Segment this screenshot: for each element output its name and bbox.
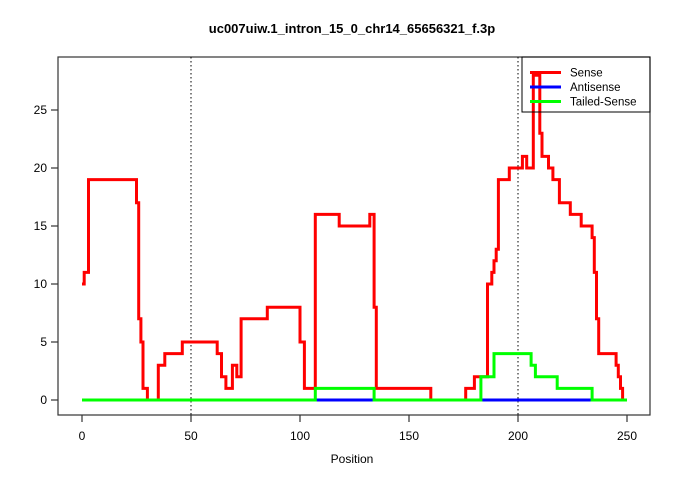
y-tick-label: 5 [40, 335, 47, 349]
y-tick-label: 10 [34, 277, 48, 291]
chart-title: uc007uiw.1_intron_15_0_chr14_65656321_f.… [209, 21, 495, 36]
x-axis-ticks: 0 50 100 150 200 250 [79, 415, 637, 443]
legend-label-antisense: Antisense [570, 82, 621, 94]
y-tick-label: 25 [34, 103, 48, 117]
legend-box [521, 56, 651, 113]
plot-box [57, 56, 651, 416]
legend-label-tailed-sense: Tailed-Sense [570, 97, 636, 109]
y-tick-label: 0 [40, 393, 47, 407]
x-tick-label: 250 [617, 429, 637, 443]
x-tick-label: 200 [508, 429, 528, 443]
x-axis-label: Position [331, 452, 374, 466]
x-tick-label: 50 [184, 429, 198, 443]
y-tick-label: 15 [34, 219, 48, 233]
legend: Sense Antisense Tailed-Sense [521, 56, 651, 113]
y-axis-ticks: 0 5 10 15 20 25 [34, 103, 58, 407]
series-layer [82, 73, 627, 402]
legend-label-sense: Sense [570, 68, 603, 80]
x-tick-label: 0 [79, 429, 86, 443]
series-sense [82, 73, 627, 402]
x-tick-label: 150 [399, 429, 419, 443]
x-tick-label: 100 [290, 429, 310, 443]
series-tailed-sense [82, 352, 627, 402]
y-tick-label: 20 [34, 161, 48, 175]
